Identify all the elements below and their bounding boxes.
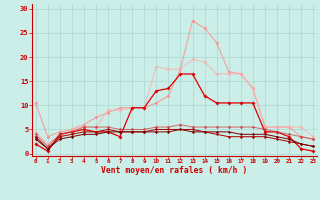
X-axis label: Vent moyen/en rafales ( km/h ): Vent moyen/en rafales ( km/h ) (101, 166, 248, 175)
